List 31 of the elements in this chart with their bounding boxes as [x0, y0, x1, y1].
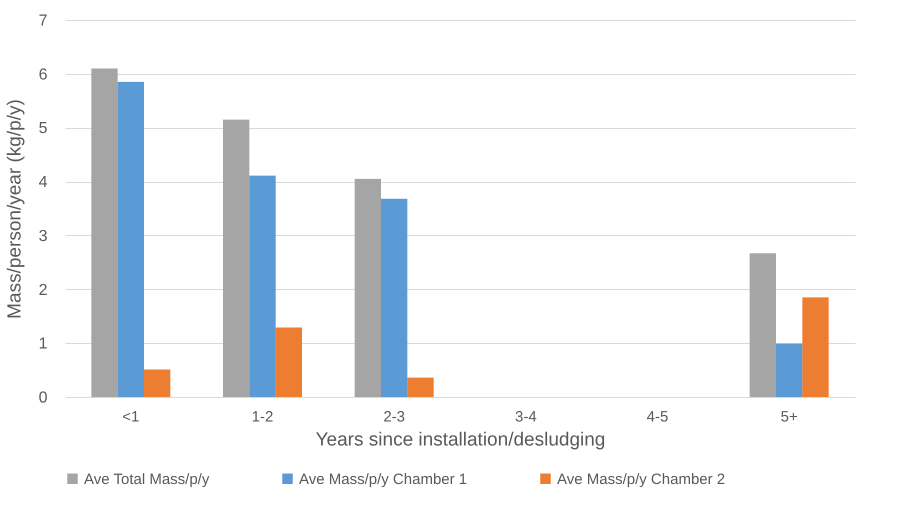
bar — [750, 253, 776, 397]
x-tick-label: 4-5 — [646, 408, 668, 426]
x-tick-label: 2-3 — [383, 408, 406, 426]
bar — [223, 120, 250, 397]
y-tick-label: 3 — [38, 228, 48, 245]
y-tick-label: 0 — [38, 390, 48, 406]
bar — [91, 68, 118, 397]
bar — [802, 297, 829, 397]
y-tick-label: 6 — [38, 66, 48, 84]
bar — [381, 198, 408, 397]
x-axis-title: Years since installation/desludging — [316, 430, 606, 450]
y-tick-label: 4 — [38, 174, 48, 192]
x-tick-label: 3-4 — [514, 408, 537, 426]
y-axis-title: Mass/person/year (kg/p/y) — [4, 99, 26, 319]
y-tick-label: 2 — [38, 282, 48, 299]
x-tick-label: 1-2 — [252, 408, 274, 426]
x-tick-label: <1 — [122, 408, 140, 426]
legend-label: Ave Total Mass/p/y — [84, 470, 210, 488]
legend-label: Ave Mass/p/y Chamber 1 — [299, 470, 468, 488]
y-tick-label: 7 — [38, 12, 48, 30]
bar — [249, 176, 276, 397]
bar — [276, 328, 302, 397]
y-tick-label: 1 — [38, 336, 48, 353]
legend-label: Ave Mass/p/y Chamber 2 — [557, 470, 726, 488]
y-tick-label: 5 — [38, 120, 48, 138]
bar — [118, 82, 144, 397]
bar — [776, 344, 802, 397]
bar — [144, 370, 170, 397]
bar — [407, 378, 434, 397]
bar — [354, 178, 381, 397]
x-tick-label: 5+ — [780, 408, 798, 426]
